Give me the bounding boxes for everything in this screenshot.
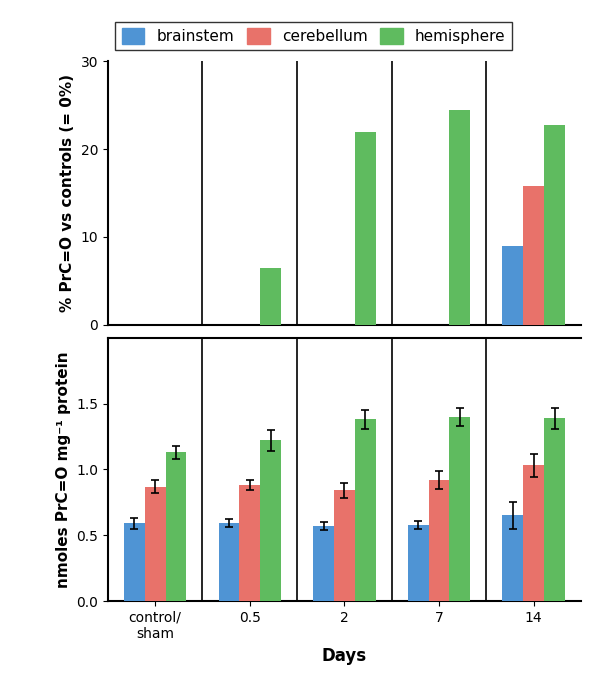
Bar	[449, 110, 470, 324]
Bar	[503, 246, 524, 324]
Bar	[408, 525, 429, 601]
Y-axis label: % PrC=O vs controls (= 0%): % PrC=O vs controls (= 0%)	[60, 74, 75, 312]
Bar	[334, 490, 355, 601]
Y-axis label: nmoles PrC=O mg⁻¹ protein: nmoles PrC=O mg⁻¹ protein	[56, 351, 71, 588]
Bar	[524, 186, 544, 324]
Bar	[449, 417, 470, 601]
Bar	[260, 441, 281, 601]
Bar	[240, 485, 260, 601]
Bar	[355, 132, 376, 324]
Bar	[355, 419, 376, 601]
Bar	[544, 418, 565, 601]
Bar	[429, 480, 449, 601]
X-axis label: Days: Days	[322, 647, 367, 665]
Legend: brainstem, cerebellum, hemisphere: brainstem, cerebellum, hemisphere	[116, 22, 512, 50]
Bar	[165, 452, 186, 601]
Bar	[145, 486, 165, 601]
Bar	[524, 466, 544, 601]
Bar	[124, 523, 145, 601]
Bar	[219, 523, 240, 601]
Bar	[260, 268, 281, 324]
Bar	[503, 516, 524, 601]
Bar	[544, 124, 565, 324]
Bar	[313, 526, 334, 601]
